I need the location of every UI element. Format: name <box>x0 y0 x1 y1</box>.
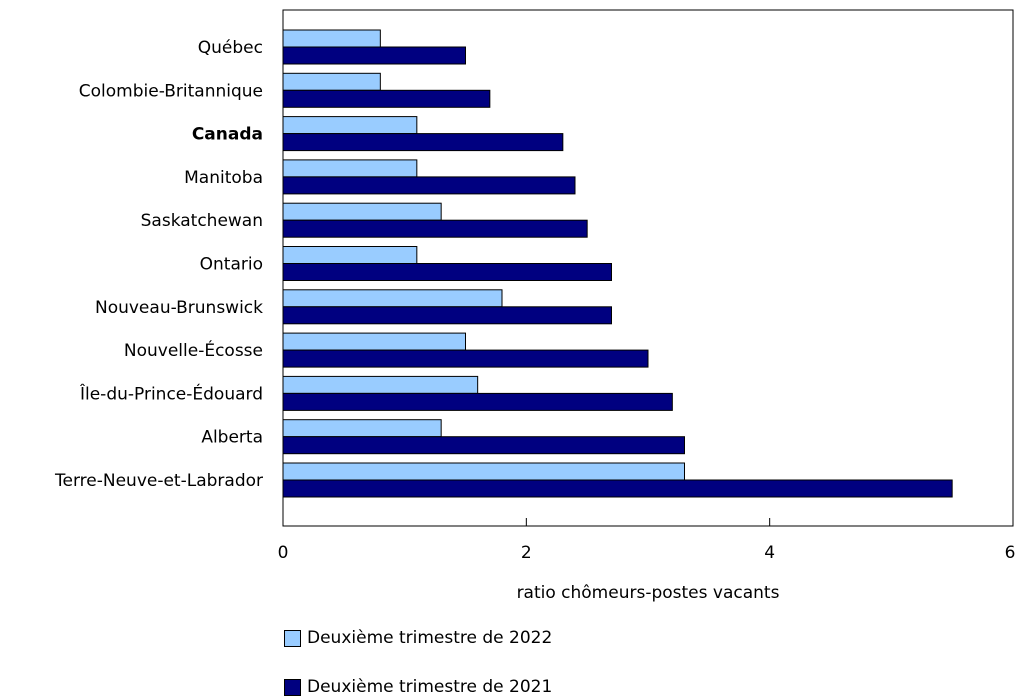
category-labels: Québec Colombie-Britannique Canada Manitoba… <box>54 38 263 491</box>
bar-2022-5 <box>282 246 418 264</box>
x-tick-label: 4 <box>764 543 775 563</box>
legend-item-2021: Deuxième trimestre de 2021 <box>284 677 552 697</box>
category-label: Nouveau-Brunswick <box>95 298 263 318</box>
bar-2022-1 <box>282 72 381 91</box>
bar-2021-5 <box>282 263 612 281</box>
bar-2021-4 <box>282 219 588 238</box>
legend-label-2021: Deuxième trimestre de 2021 <box>307 677 553 697</box>
category-label: Ontario <box>200 255 263 275</box>
bar-2022-8 <box>282 375 479 394</box>
legend-swatch-2022 <box>284 629 301 647</box>
category-label: Manitoba <box>184 168 263 188</box>
bar-2022-10 <box>282 462 685 481</box>
category-label: Québec <box>198 38 263 58</box>
bar-2022-7 <box>282 332 466 351</box>
bar-2021-6 <box>282 306 612 325</box>
legend-swatch-2021 <box>284 678 301 696</box>
x-axis-title: ratio chômeurs-postes vacants <box>517 583 780 603</box>
bars-group <box>282 29 953 498</box>
bar-2021-0 <box>282 46 466 65</box>
category-label: Colombie-Britannique <box>79 81 263 101</box>
category-label: Île-du-Prince-Édouard <box>79 382 263 404</box>
x-tick-label: 2 <box>521 543 532 563</box>
bar-2021-9 <box>282 436 685 455</box>
bar-2022-2 <box>282 116 418 135</box>
bar-2022-3 <box>282 159 418 178</box>
bar-2021-7 <box>282 349 649 368</box>
x-tick-label: 6 <box>1005 543 1016 563</box>
category-label: Canada <box>192 125 263 145</box>
bar-2022-6 <box>282 289 503 308</box>
bar-2022-0 <box>282 29 381 48</box>
category-label: Alberta <box>201 428 263 448</box>
bar-2021-8 <box>282 392 673 411</box>
x-tick-label: 0 <box>278 543 289 563</box>
x-axis-ticks: 0 2 4 6 <box>278 518 1016 563</box>
bar-2022-9 <box>282 419 442 438</box>
bar-2022-4 <box>282 202 442 221</box>
bar-2021-10 <box>282 479 953 498</box>
category-label: Terre-Neuve-et-Labrador <box>54 471 263 491</box>
category-label: Nouvelle-Écosse <box>124 339 263 361</box>
bar-chart: Québec Colombie-Britannique Canada Manitoba… <box>54 9 1016 603</box>
bar-2021-2 <box>282 133 564 152</box>
legend-label-2022: Deuxième trimestre de 2022 <box>307 628 553 648</box>
bar-2021-1 <box>282 89 491 108</box>
plot-frame <box>282 9 1014 527</box>
legend-item-2022: Deuxième trimestre de 2022 <box>284 628 552 648</box>
category-label: Saskatchewan <box>141 211 263 231</box>
bar-2021-3 <box>282 176 576 195</box>
